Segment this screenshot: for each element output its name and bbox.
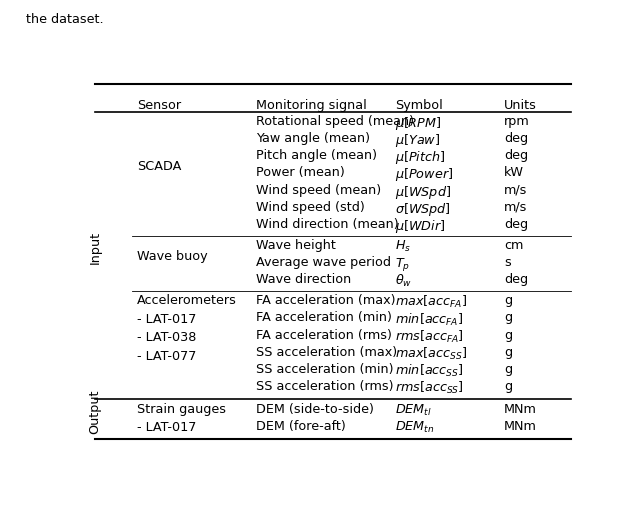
Text: $min[acc_{FA}]$: $min[acc_{FA}]$ xyxy=(395,311,463,327)
Text: g: g xyxy=(504,294,512,307)
Text: MNm: MNm xyxy=(504,420,537,433)
Text: Wind speed (std): Wind speed (std) xyxy=(256,201,365,214)
Text: DEM (side-to-side): DEM (side-to-side) xyxy=(256,403,374,416)
Text: FA acceleration (max): FA acceleration (max) xyxy=(256,294,396,307)
Text: cm: cm xyxy=(504,239,524,252)
Text: m/s: m/s xyxy=(504,184,527,197)
Text: $\mu[Yaw]$: $\mu[Yaw]$ xyxy=(395,132,440,149)
Text: $\sigma[WSpd]$: $\sigma[WSpd]$ xyxy=(395,201,451,218)
Text: $\mu[WSpd]$: $\mu[WSpd]$ xyxy=(395,184,451,200)
Text: $\mu[Power]$: $\mu[Power]$ xyxy=(395,167,453,183)
Text: rpm: rpm xyxy=(504,115,530,128)
Text: $max[acc_{FA}]$: $max[acc_{FA}]$ xyxy=(395,294,467,310)
Text: Units: Units xyxy=(504,99,537,112)
Text: MNm: MNm xyxy=(504,403,537,416)
Text: Yaw angle (mean): Yaw angle (mean) xyxy=(256,132,370,145)
Text: g: g xyxy=(504,311,512,324)
Text: $\theta_w$: $\theta_w$ xyxy=(395,274,412,290)
Text: $T_p$: $T_p$ xyxy=(395,256,410,273)
Text: $DEM_{tl}$: $DEM_{tl}$ xyxy=(395,403,432,418)
Text: $DEM_{tn}$: $DEM_{tn}$ xyxy=(395,420,435,435)
Text: g: g xyxy=(504,380,512,393)
Text: m/s: m/s xyxy=(504,201,527,214)
Text: FA acceleration (rms): FA acceleration (rms) xyxy=(256,329,392,342)
Text: $rms[acc_{FA}]$: $rms[acc_{FA}]$ xyxy=(395,329,463,345)
Text: Pitch angle (mean): Pitch angle (mean) xyxy=(256,149,377,162)
Text: DEM (fore-aft): DEM (fore-aft) xyxy=(256,420,346,433)
Text: deg: deg xyxy=(504,132,528,145)
Text: Input: Input xyxy=(88,231,101,264)
Text: $max[acc_{SS}]$: $max[acc_{SS}]$ xyxy=(395,346,467,362)
Text: SS acceleration (rms): SS acceleration (rms) xyxy=(256,380,394,393)
Text: Output: Output xyxy=(88,389,101,434)
Text: $\mu[WDir]$: $\mu[WDir]$ xyxy=(395,218,445,235)
Text: deg: deg xyxy=(504,149,528,162)
Text: Strain gauges
- LAT-017: Strain gauges - LAT-017 xyxy=(137,403,226,434)
Text: $min[acc_{SS}]$: $min[acc_{SS}]$ xyxy=(395,363,463,379)
Text: $\mu[Pitch]$: $\mu[Pitch]$ xyxy=(395,149,445,166)
Text: g: g xyxy=(504,329,512,342)
Text: kW: kW xyxy=(504,167,524,180)
Text: Monitoring signal: Monitoring signal xyxy=(256,99,367,112)
Text: $\mu[RPM]$: $\mu[RPM]$ xyxy=(395,115,442,132)
Text: Accelerometers
- LAT-017
- LAT-038
- LAT-077: Accelerometers - LAT-017 - LAT-038 - LAT… xyxy=(137,294,237,363)
Text: deg: deg xyxy=(504,274,528,286)
Text: SS acceleration (max): SS acceleration (max) xyxy=(256,346,397,359)
Text: $rms[acc_{SS}]$: $rms[acc_{SS}]$ xyxy=(395,380,464,397)
Text: Power (mean): Power (mean) xyxy=(256,167,345,180)
Text: deg: deg xyxy=(504,218,528,231)
Text: Wave height: Wave height xyxy=(256,239,336,252)
Text: s: s xyxy=(504,256,511,269)
Text: g: g xyxy=(504,363,512,376)
Text: Sensor: Sensor xyxy=(137,99,181,112)
Text: SS acceleration (min): SS acceleration (min) xyxy=(256,363,394,376)
Text: Symbol: Symbol xyxy=(395,99,443,112)
Text: Wind speed (mean): Wind speed (mean) xyxy=(256,184,381,197)
Text: $H_s$: $H_s$ xyxy=(395,239,411,254)
Text: SCADA: SCADA xyxy=(137,160,181,173)
Text: Wave buoy: Wave buoy xyxy=(137,250,207,263)
Text: the dataset.: the dataset. xyxy=(26,13,103,26)
Text: FA acceleration (min): FA acceleration (min) xyxy=(256,311,392,324)
Text: Average wave period: Average wave period xyxy=(256,256,391,269)
Text: g: g xyxy=(504,346,512,359)
Text: Wave direction: Wave direction xyxy=(256,274,351,286)
Text: Rotational speed (mean): Rotational speed (mean) xyxy=(256,115,414,128)
Text: Wind direction (mean): Wind direction (mean) xyxy=(256,218,399,231)
